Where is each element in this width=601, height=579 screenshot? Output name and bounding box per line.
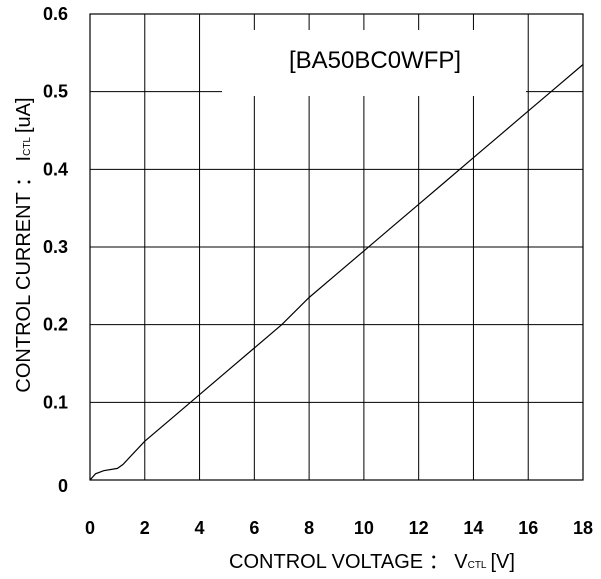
plot-frame <box>89 13 584 481</box>
y-tick-label: 0.5 <box>43 82 68 102</box>
x-tick-label: 2 <box>140 518 150 538</box>
y-tick-label: 0.1 <box>43 392 68 412</box>
part-label-background <box>222 30 526 96</box>
x-tick-label: 4 <box>195 518 205 538</box>
x-tick-label: 14 <box>463 518 483 538</box>
y-tick-label: 0.2 <box>43 315 68 335</box>
y-axis-title-subscript: CTL <box>22 137 33 156</box>
x-tick-label: 16 <box>518 518 538 538</box>
x-tick-label: 18 <box>573 518 593 538</box>
y-axis-title: CONTROL CURRENT ： ICTL [uA] <box>13 97 35 392</box>
y-axis-title-unit: [uA] <box>13 97 35 133</box>
x-axis-title: CONTROL VOLTAGE ： VCTL [V] <box>229 551 515 573</box>
x-tick-labels: 0 2 4 6 8 10 12 14 16 18 <box>85 518 593 538</box>
y-tick-label: 0.3 <box>43 237 68 257</box>
series-line <box>89 64 584 481</box>
x-axis-title-main: CONTROL VOLTAGE ： V <box>229 551 468 573</box>
y-tick-label: 0.6 <box>43 4 68 24</box>
y-tick-label: 0 <box>58 476 68 496</box>
x-tick-label: 8 <box>304 518 314 538</box>
part-label: [BA50BC0WFP] <box>289 47 461 74</box>
x-tick-label: 6 <box>249 518 259 538</box>
y-tick-labels: 0 0.1 0.2 0.3 0.4 0.5 0.6 <box>43 4 68 496</box>
x-tick-label: 0 <box>85 518 95 538</box>
y-axis-title-main: CONTROL CURRENT ： I <box>13 156 35 393</box>
y-tick-label: 0.4 <box>43 159 68 179</box>
x-tick-label: 10 <box>354 518 374 538</box>
x-axis-title-unit: [V] <box>491 551 515 573</box>
x-tick-label: 12 <box>409 518 429 538</box>
x-axis-title-subscript: CTL <box>468 560 487 571</box>
